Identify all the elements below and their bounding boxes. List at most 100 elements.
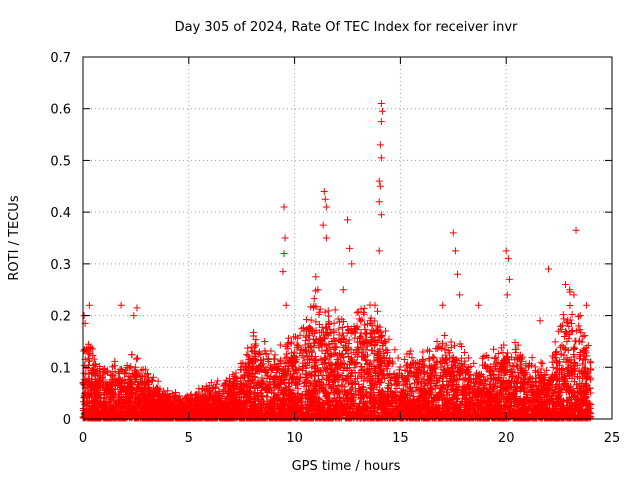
data-point	[84, 340, 92, 348]
data-point	[466, 375, 474, 383]
data-point	[551, 385, 559, 393]
data-point	[285, 379, 293, 387]
data-point	[441, 332, 449, 340]
data-point	[575, 322, 583, 330]
data-point	[353, 309, 361, 317]
data-point	[538, 360, 546, 368]
data-point	[187, 390, 195, 398]
data-point	[137, 366, 145, 374]
data-point	[382, 346, 390, 354]
data-point	[277, 360, 285, 368]
data-point	[322, 330, 330, 338]
data-point	[575, 355, 583, 363]
data-point	[307, 316, 315, 324]
data-point	[131, 403, 139, 411]
data-point	[132, 355, 140, 363]
data-point	[579, 333, 587, 341]
data-point	[373, 354, 381, 362]
data-point	[338, 371, 346, 379]
data-point	[425, 347, 433, 355]
data-point	[325, 312, 333, 320]
data-point	[287, 338, 295, 346]
data-point	[252, 336, 260, 344]
data-point	[222, 386, 230, 394]
data-point	[345, 336, 353, 344]
data-point	[353, 323, 361, 331]
data-point	[312, 326, 320, 334]
data-point	[300, 324, 308, 332]
data-point	[357, 329, 365, 337]
data-point	[559, 311, 567, 319]
data-point	[307, 342, 315, 350]
data-point	[458, 342, 466, 350]
data-point	[126, 363, 134, 371]
data-point	[323, 376, 331, 384]
data-point	[303, 316, 311, 324]
data-point	[528, 354, 536, 362]
data-point	[331, 306, 339, 314]
data-point	[481, 376, 489, 384]
data-point	[502, 401, 510, 409]
data-point	[551, 338, 559, 346]
data-point	[568, 311, 576, 319]
data-point	[567, 328, 575, 336]
data-point	[131, 363, 139, 371]
data-point	[460, 361, 468, 369]
data-point	[298, 325, 306, 333]
data-point	[431, 385, 439, 393]
data-point	[452, 380, 460, 388]
data-points	[79, 100, 595, 422]
data-point	[294, 334, 302, 342]
data-point	[343, 373, 351, 381]
data-point	[89, 345, 97, 353]
data-point	[308, 348, 316, 356]
data-point	[304, 407, 312, 415]
data-point	[310, 295, 318, 303]
data-point	[439, 377, 447, 385]
data-point	[385, 335, 393, 343]
data-point	[321, 366, 329, 374]
data-point	[401, 366, 409, 374]
data-point	[344, 349, 352, 357]
data-point	[373, 327, 381, 335]
data-point	[244, 352, 252, 360]
data-point	[267, 347, 275, 355]
data-point	[154, 377, 162, 385]
data-point	[312, 318, 320, 326]
data-point	[459, 374, 467, 382]
data-point	[380, 370, 388, 378]
data-point	[350, 364, 358, 372]
data-point	[499, 391, 507, 399]
data-point	[438, 339, 446, 347]
data-point	[574, 313, 582, 321]
data-point	[572, 381, 580, 389]
data-point	[537, 358, 545, 366]
data-point	[223, 376, 231, 384]
data-point	[392, 396, 400, 404]
data-point	[255, 391, 263, 399]
data-point	[578, 360, 586, 368]
data-point	[302, 364, 310, 372]
data-point	[183, 392, 191, 400]
data-point	[587, 358, 595, 366]
data-point	[400, 355, 408, 363]
data-point	[244, 344, 252, 352]
data-point	[375, 333, 383, 341]
data-point	[537, 365, 545, 373]
data-point	[442, 341, 450, 349]
data-point	[243, 351, 251, 359]
data-point	[250, 328, 258, 336]
data-point	[516, 351, 524, 359]
data-point	[514, 355, 522, 363]
data-point	[419, 356, 427, 364]
data-point	[335, 325, 343, 333]
data-point	[571, 345, 579, 353]
data-point	[264, 372, 272, 380]
data-point	[302, 375, 310, 383]
data-point	[149, 373, 157, 381]
data-point	[581, 332, 589, 340]
data-point	[575, 374, 583, 382]
data-point	[425, 355, 433, 363]
data-point	[382, 327, 390, 335]
